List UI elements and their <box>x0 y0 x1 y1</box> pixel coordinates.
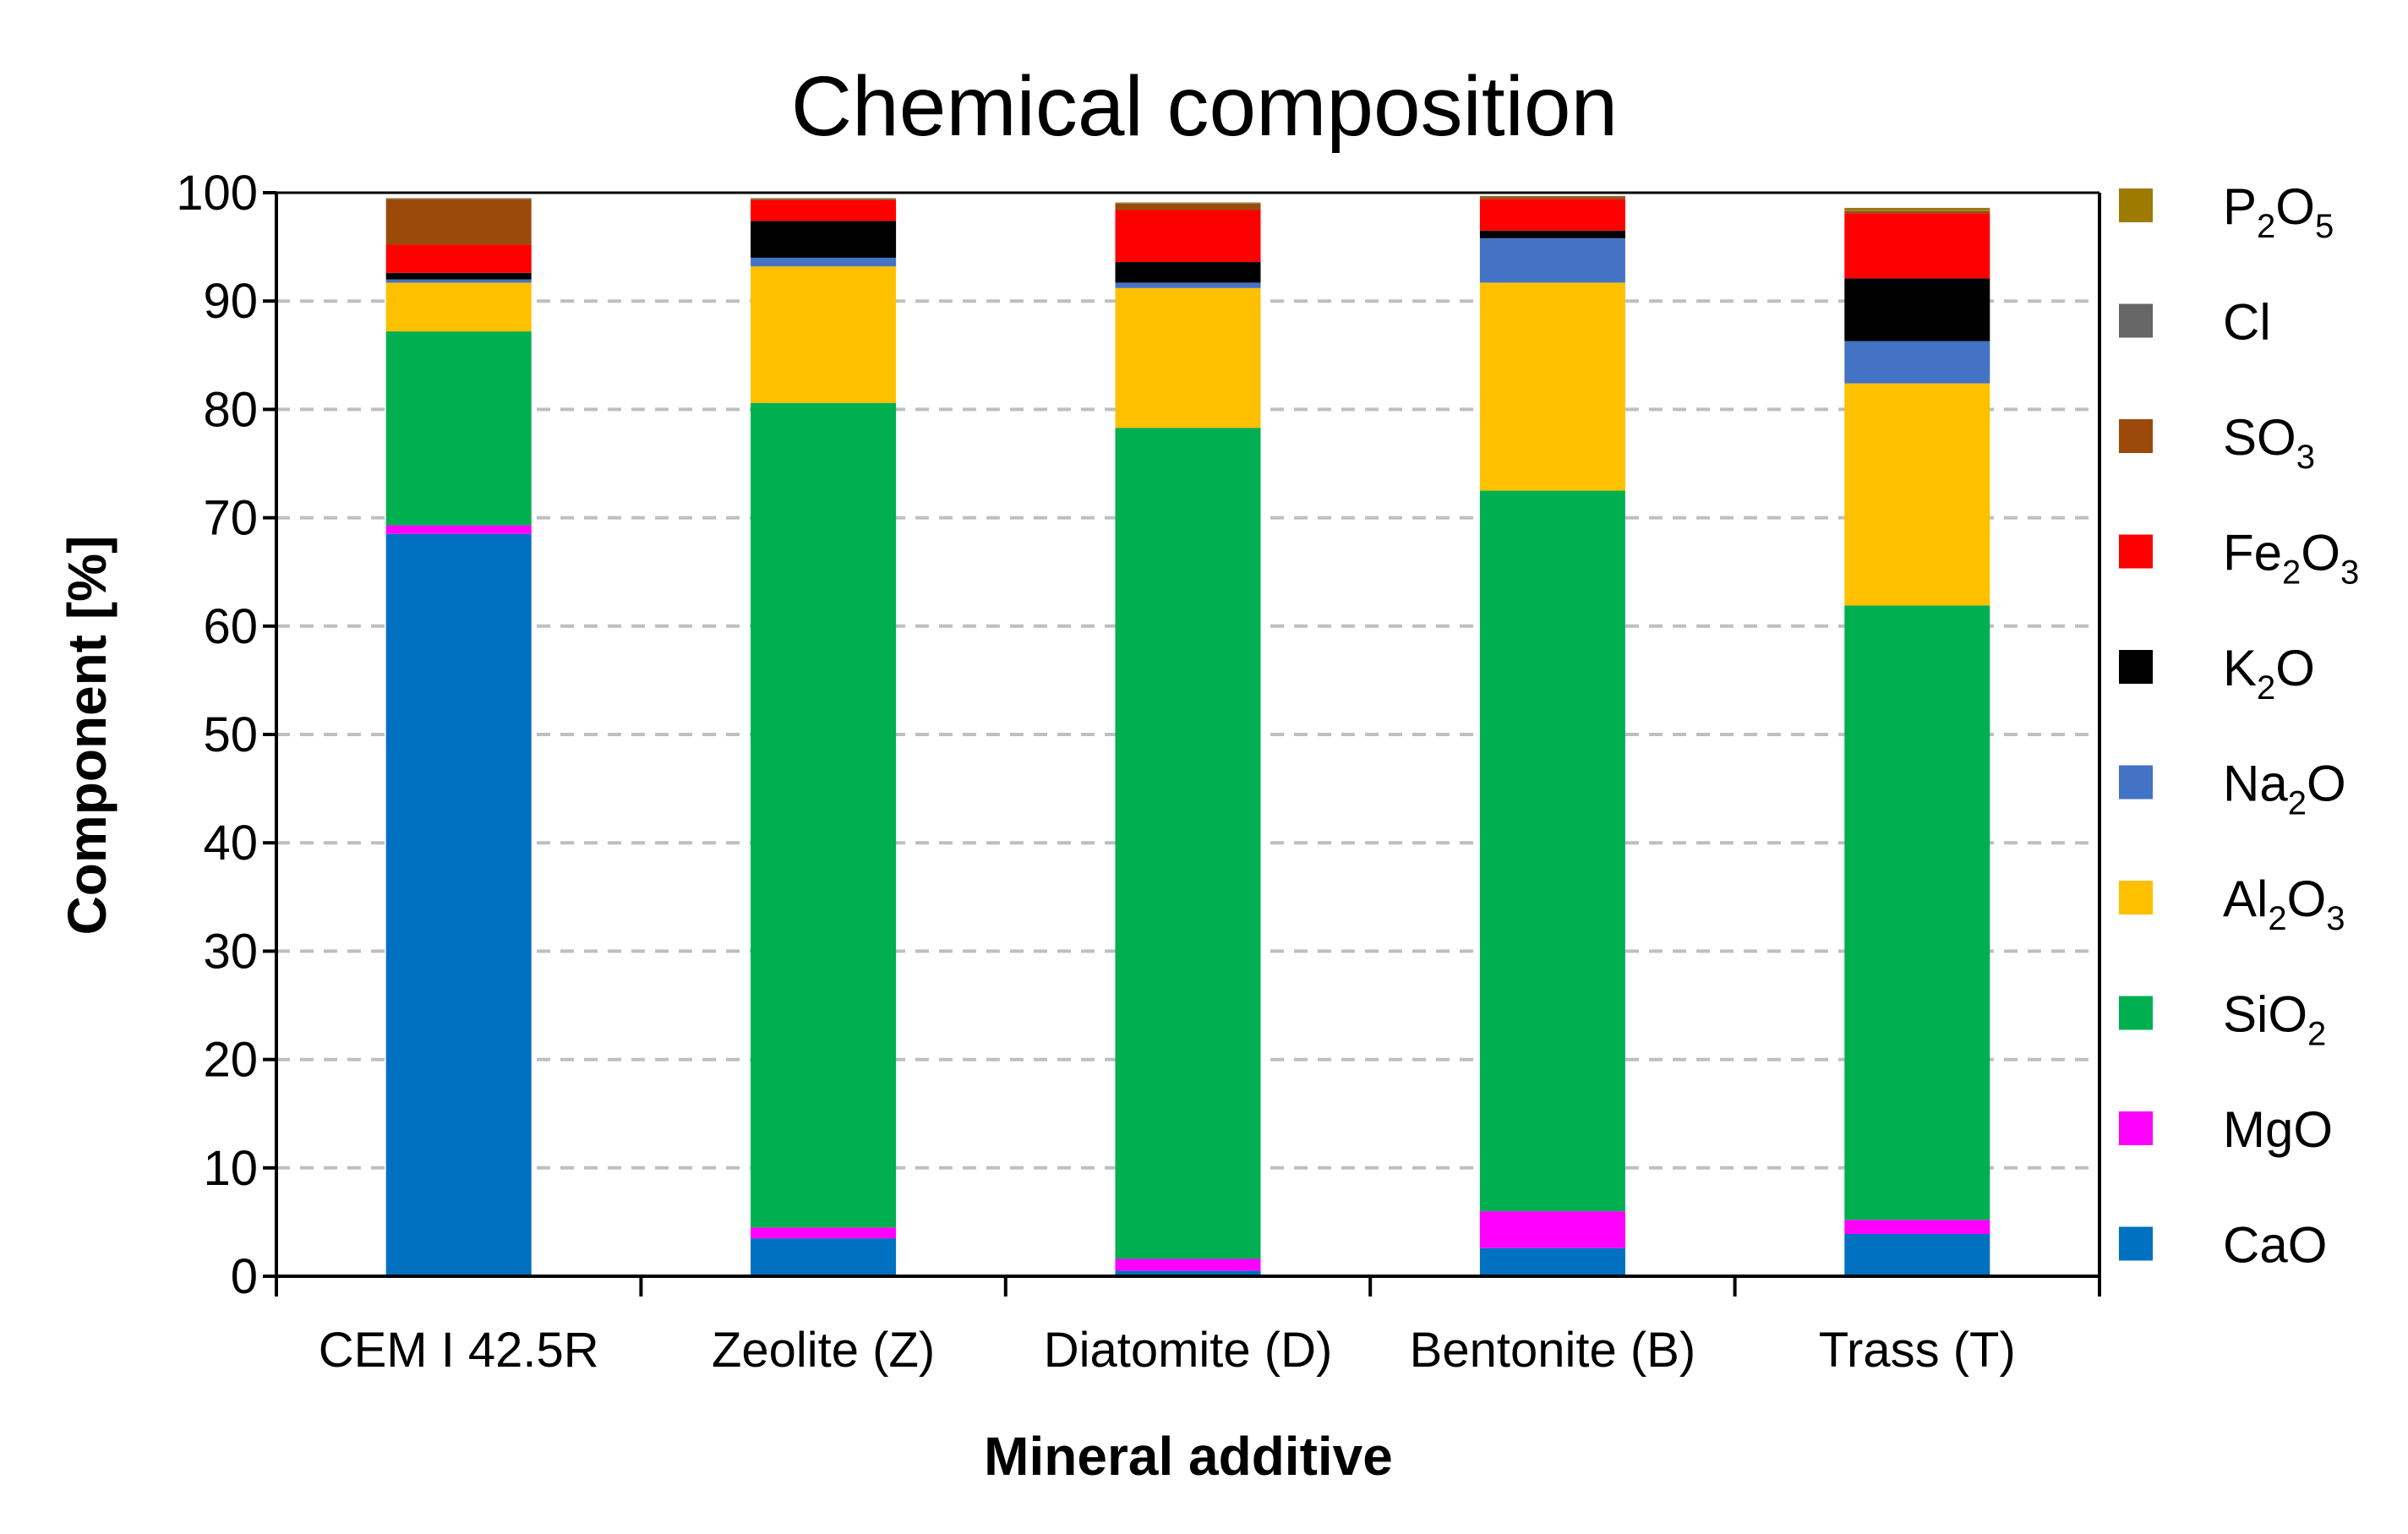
bar-segment-fe2o3 <box>1844 213 1990 279</box>
x-tick-label: CEM I 42.5R <box>319 1323 599 1378</box>
bar-segment-sio2 <box>1844 605 1990 1220</box>
legend-label-k2o: K2O <box>2223 640 2315 707</box>
legend-swatch-sio2 <box>2119 996 2153 1030</box>
bar-segment-mgo <box>385 525 532 534</box>
bar-segment-fe2o3 <box>385 244 532 273</box>
bar-segment-sio2 <box>385 331 532 526</box>
bar-segment-al2o3 <box>751 266 897 403</box>
bar-segment-p2o5 <box>751 198 897 199</box>
bar-segment-fe2o3 <box>1479 199 1625 231</box>
bar-segment-so3 <box>751 199 897 200</box>
y-tick-label: 0 <box>231 1249 258 1304</box>
bar-segment-cl <box>1479 196 1625 198</box>
x-tick-label: Diatomite (D) <box>1044 1323 1333 1378</box>
bar-segment-cao <box>385 533 532 1276</box>
bar-segment-mgo <box>1479 1211 1625 1248</box>
axes <box>263 191 2101 1297</box>
bar-segment-k2o <box>751 221 897 258</box>
bar-segment-so3 <box>385 199 532 245</box>
bar-segment-sio2 <box>1479 490 1625 1212</box>
y-tick-label: 30 <box>203 924 258 979</box>
legend-label-mgo: MgO <box>2223 1101 2333 1158</box>
y-tick-label: 20 <box>203 1033 258 1088</box>
legend-label-cl: Cl <box>2223 294 2271 351</box>
legend-swatch-fe2o3 <box>2119 534 2153 569</box>
bar-segment-na2o <box>385 279 532 283</box>
bar-segment-na2o <box>1115 282 1261 288</box>
x-tick-label: Zeolite (Z) <box>712 1323 935 1378</box>
bar-segment-cl <box>1844 210 1990 211</box>
bar-segment-cao <box>1479 1247 1625 1276</box>
bar-segment-cao <box>1844 1234 1990 1276</box>
legend-label-so3: SO3 <box>2223 409 2315 476</box>
bar-segment-sio2 <box>751 402 897 1228</box>
legend-label-al2o3: Al2O3 <box>2223 871 2345 937</box>
bar-segment-p2o5 <box>1115 202 1261 204</box>
bar-segment-p2o5 <box>1479 195 1625 197</box>
x-tick-label: Trass (T) <box>1819 1323 2016 1378</box>
legend-swatch-p2o5 <box>2119 188 2153 222</box>
bar-segment-cao <box>1115 1270 1261 1276</box>
x-tick-label: Bentonite (B) <box>1410 1323 1696 1378</box>
bar-segment-so3 <box>1844 210 1990 214</box>
x-axis-title: Mineral additive <box>984 1426 1393 1487</box>
legend-swatch-mgo <box>2119 1111 2153 1145</box>
legend-swatch-na2o <box>2119 765 2153 800</box>
legend-label-cao: CaO <box>2223 1217 2327 1274</box>
legend-label-fe2o3: Fe2O3 <box>2223 525 2359 592</box>
legend-label-sio2: SiO2 <box>2223 986 2326 1053</box>
legend-swatch-so3 <box>2119 419 2153 453</box>
legend: P2O5 Cl SO3 Fe2O3 K2O Na2O Al2O3 SiO2 MgO CaO <box>2119 178 2359 1274</box>
bar-segment-fe2o3 <box>1115 210 1261 263</box>
bar-segment-na2o <box>1844 341 1990 384</box>
bar-segment-so3 <box>1115 203 1261 210</box>
bar-segment-mgo <box>1115 1258 1261 1271</box>
y-tick-labels: 0 10 20 30 40 50 60 70 80 90 100 <box>176 166 258 1304</box>
bar-segment-sio2 <box>1115 428 1261 1259</box>
bar-segment-na2o <box>751 257 897 267</box>
bar-segment-cl <box>1115 203 1261 204</box>
bar-segment-fe2o3 <box>751 199 897 221</box>
bar-segment-mgo <box>1844 1220 1990 1235</box>
y-tick-label: 70 <box>203 491 258 546</box>
bar-segment-k2o <box>1115 262 1261 283</box>
bar-segment-mgo <box>751 1227 897 1239</box>
y-axis-title: Component [%] <box>57 536 117 936</box>
x-tick-labels: CEM I 42.5R Zeolite (Z) Diatomite (D) Bento… <box>319 1323 2016 1378</box>
y-tick-label: 60 <box>203 599 258 654</box>
bar-segment-al2o3 <box>385 282 532 332</box>
legend-swatch-cl <box>2119 303 2153 338</box>
bar-segment-so3 <box>1479 197 1625 199</box>
bar-segment-al2o3 <box>1844 383 1990 606</box>
bar-segment-p2o5 <box>1844 207 1990 211</box>
legend-swatch-k2o <box>2119 650 2153 684</box>
bar-segment-k2o <box>1479 230 1625 238</box>
bar-segment-al2o3 <box>1479 282 1625 491</box>
y-tick-label: 50 <box>203 707 258 762</box>
chart-title: Chemical composition <box>791 59 1618 154</box>
bar-segment-p2o5 <box>385 198 532 199</box>
bar-segment-na2o <box>1479 237 1625 283</box>
y-tick-label: 100 <box>176 166 258 221</box>
legend-label-p2o5: P2O5 <box>2223 178 2334 245</box>
legend-swatch-cao <box>2119 1226 2153 1261</box>
legend-label-na2o: Na2O <box>2223 756 2346 822</box>
bar-segment-cao <box>751 1238 897 1276</box>
bar-segment-al2o3 <box>1115 287 1261 429</box>
legend-swatch-al2o3 <box>2119 881 2153 914</box>
bars <box>385 195 1990 1276</box>
bar-segment-k2o <box>1844 278 1990 341</box>
bar-segment-k2o <box>385 272 532 280</box>
y-tick-label: 40 <box>203 816 258 871</box>
y-tick-label: 90 <box>203 274 258 329</box>
y-tick-label: 80 <box>203 382 258 437</box>
y-tick-label: 10 <box>203 1141 258 1196</box>
